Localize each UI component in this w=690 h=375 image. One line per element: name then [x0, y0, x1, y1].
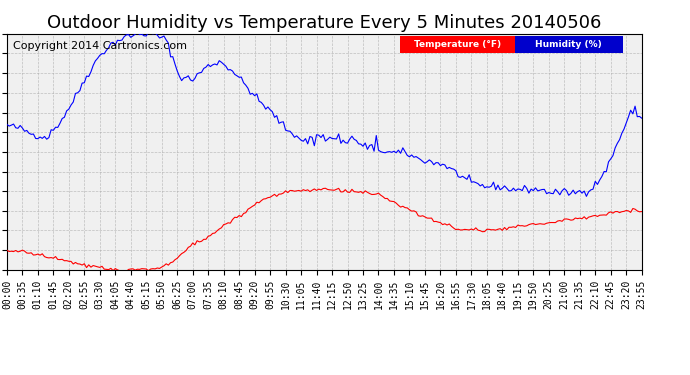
FancyBboxPatch shape [515, 36, 622, 52]
Text: Copyright 2014 Cartronics.com: Copyright 2014 Cartronics.com [13, 41, 187, 51]
Text: Humidity (%): Humidity (%) [535, 40, 602, 49]
FancyBboxPatch shape [400, 36, 515, 52]
Title: Outdoor Humidity vs Temperature Every 5 Minutes 20140506: Outdoor Humidity vs Temperature Every 5 … [47, 14, 602, 32]
Text: Temperature (°F): Temperature (°F) [414, 40, 501, 49]
